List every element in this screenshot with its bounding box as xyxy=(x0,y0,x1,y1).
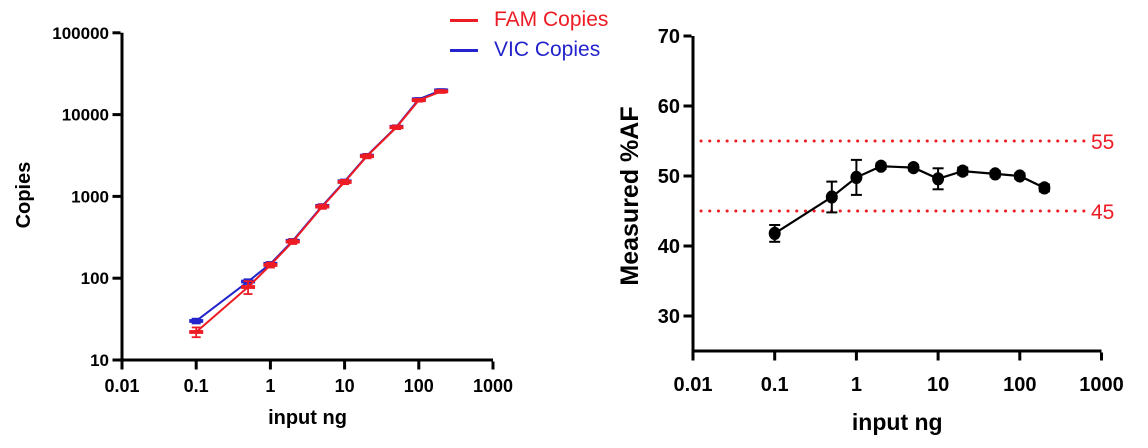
svg-text:input ng: input ng xyxy=(268,407,347,429)
vic-line-swatch xyxy=(450,48,478,52)
svg-text:100000: 100000 xyxy=(52,24,109,43)
legend-item-fam: FAM Copies xyxy=(450,8,608,32)
svg-text:60: 60 xyxy=(658,96,680,118)
svg-text:30: 30 xyxy=(658,306,680,328)
svg-text:0.1: 0.1 xyxy=(184,376,209,396)
svg-text:1000: 1000 xyxy=(71,187,109,206)
legend: FAM Copies VIC Copies xyxy=(450,8,608,62)
svg-text:10: 10 xyxy=(335,376,355,396)
svg-text:10000: 10000 xyxy=(62,106,109,125)
legend-item-vic: VIC Copies xyxy=(450,38,608,62)
svg-text:45: 45 xyxy=(1091,201,1114,224)
svg-text:70: 70 xyxy=(658,26,680,48)
svg-text:100: 100 xyxy=(81,269,109,288)
svg-text:50: 50 xyxy=(658,166,680,188)
svg-text:0.01: 0.01 xyxy=(674,374,713,396)
fam-line-swatch xyxy=(450,18,478,22)
svg-text:input ng: input ng xyxy=(852,409,943,435)
svg-text:10: 10 xyxy=(90,351,109,370)
copies-chart: 10 100 1000 10000 100000 0.01 0.1 1 10 100 1000 inp… xyxy=(13,24,513,429)
svg-text:40: 40 xyxy=(658,236,680,258)
legend-label-vic: VIC Copies xyxy=(494,38,601,61)
svg-text:1000: 1000 xyxy=(1079,374,1124,396)
af-chart: 30 40 50 60 70 0.01 0.1 1 10 100 1000 input ng Measu… xyxy=(616,26,1124,435)
svg-text:55: 55 xyxy=(1091,131,1114,154)
svg-text:1000: 1000 xyxy=(473,376,513,396)
legend-label-fam: FAM Copies xyxy=(494,8,609,31)
svg-text:Copies: Copies xyxy=(13,162,35,229)
svg-text:Measured %AF: Measured %AF xyxy=(616,106,644,285)
svg-text:10: 10 xyxy=(927,374,949,396)
svg-text:0.01: 0.01 xyxy=(104,376,139,396)
svg-text:0.1: 0.1 xyxy=(761,374,789,396)
svg-text:1: 1 xyxy=(265,376,275,396)
svg-text:100: 100 xyxy=(404,376,434,396)
svg-text:100: 100 xyxy=(1003,374,1036,396)
svg-text:1: 1 xyxy=(851,374,862,396)
